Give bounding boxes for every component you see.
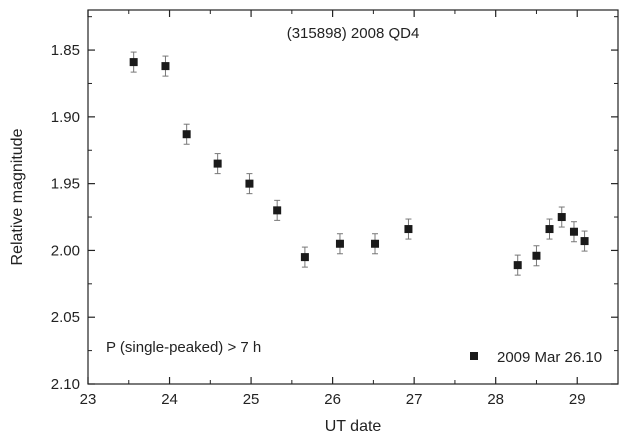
data-point [371,239,380,248]
data-point [161,62,170,71]
data-markers [129,58,589,270]
x-tick-label: 24 [161,391,178,408]
data-point [213,159,222,168]
data-point [335,239,344,248]
data-point [273,206,282,215]
axis-ticks [87,10,618,385]
x-tick-label: 25 [243,391,260,408]
legend-label: 2009 Mar 26.10 [497,349,602,366]
data-point [532,251,541,260]
data-point [129,58,138,67]
x-tick-label: 28 [487,391,504,408]
x-tick-label: 29 [569,391,586,408]
chart-title: (315898) 2008 QD4 [287,25,420,42]
y-tick-label: 1.85 [51,42,80,59]
tick-labels: 23 24 25 26 27 28 29 1.85 1.90 1.95 2.00 2.05 2.10 [51,42,586,408]
data-point [569,227,578,236]
x-tick-label: 27 [406,391,423,408]
y-tick-label: 2.10 [51,376,80,393]
period-annotation: P (single-peaked) > 7 h [106,339,261,356]
data-point [513,261,522,270]
data-point [300,253,309,262]
y-tick-label: 2.05 [51,309,80,326]
data-point [245,179,254,188]
data-point [580,237,589,246]
x-axis-title: UT date [325,418,382,435]
legend-marker [470,352,478,360]
data-point [182,130,191,139]
y-tick-label: 2.00 [51,242,80,259]
y-tick-label: 1.90 [51,109,80,126]
error-bars [130,51,588,276]
data-point [545,225,554,234]
x-tick-label: 23 [80,391,97,408]
y-axis-title: Relative magnitude [9,128,26,265]
plot-frame [87,9,619,385]
data-point [557,213,566,222]
x-tick-label: 26 [324,391,341,408]
data-point [404,225,413,234]
y-tick-label: 1.95 [51,176,80,193]
